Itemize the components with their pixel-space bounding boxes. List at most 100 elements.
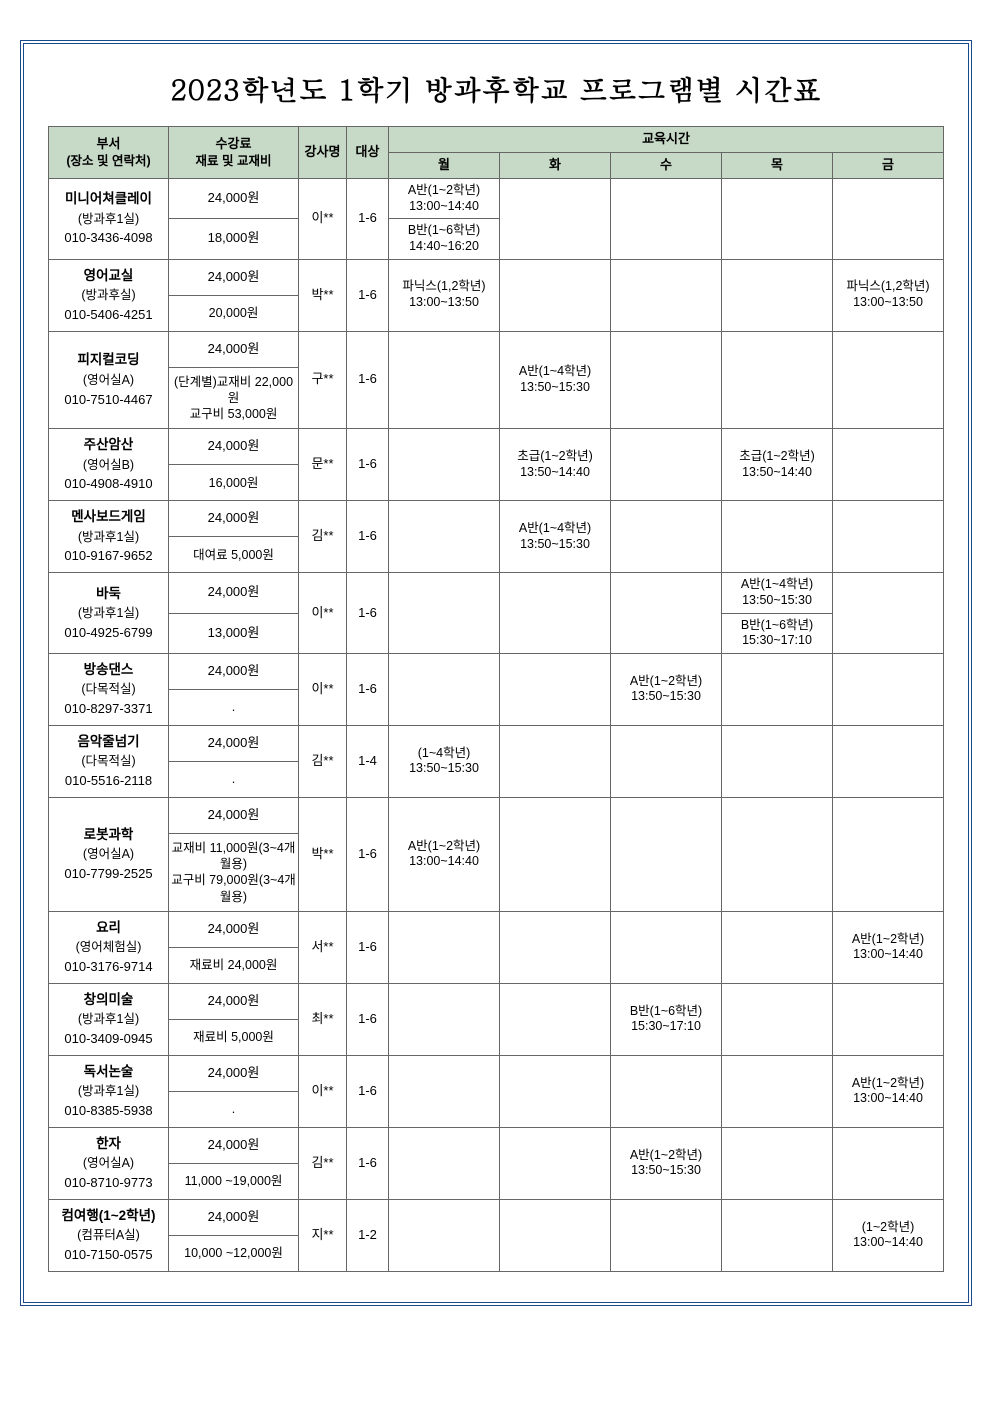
instructor-cell: 김**	[299, 725, 347, 797]
wed-cell	[611, 429, 722, 501]
thu-cell	[722, 725, 833, 797]
fee-top: 24,000원	[169, 797, 299, 833]
fee-top: 24,000원	[169, 429, 299, 465]
fee-bot: 20,000원	[169, 295, 299, 331]
fee-bot: 13,000원	[169, 613, 299, 653]
wed-cell: A반(1~2학년)13:50~15:30	[611, 653, 722, 725]
th-tue: 화	[500, 153, 611, 179]
fri-cell	[833, 653, 944, 725]
fee-top: 24,000원	[169, 725, 299, 761]
tue-cell	[500, 653, 611, 725]
th-mon: 월	[389, 153, 500, 179]
th-target: 대상	[347, 127, 389, 179]
fee-bot: .	[169, 761, 299, 797]
thu-cell	[722, 1199, 833, 1271]
fee-top: 24,000원	[169, 501, 299, 537]
instructor-cell: 문**	[299, 429, 347, 501]
thu-cell	[722, 983, 833, 1055]
tue-cell	[500, 1127, 611, 1199]
mon-cell	[389, 573, 500, 654]
tue-cell	[500, 1199, 611, 1271]
fee-bot: 10,000 ~12,000원	[169, 1235, 299, 1271]
page-title: 2023학년도 1학기 방과후학교 프로그램별 시간표	[48, 68, 944, 108]
target-cell: 1-6	[347, 331, 389, 429]
fee-bot: (단계별)교재비 22,000원교구비 53,000원	[169, 367, 299, 429]
fri-cell	[833, 429, 944, 501]
thu-cell	[722, 259, 833, 331]
wed-cell	[611, 1055, 722, 1127]
fee-bot: .	[169, 689, 299, 725]
mon-cell-2: B반(1~6학년)14:40~16:20	[389, 219, 500, 259]
fri-cell	[833, 331, 944, 429]
fee-bot: 교재비 11,000원(3~4개월용)교구비 79,000원(3~4개월용)	[169, 833, 299, 911]
tue-cell	[500, 797, 611, 911]
wed-cell	[611, 331, 722, 429]
mon-cell	[389, 429, 500, 501]
mon-cell	[389, 331, 500, 429]
th-wed: 수	[611, 153, 722, 179]
fee-top: 24,000원	[169, 1199, 299, 1235]
mon-cell	[389, 983, 500, 1055]
thu-cell	[722, 797, 833, 911]
target-cell: 1-6	[347, 259, 389, 331]
dept-cell: 영어교실(방과후실)010-5406-4251	[49, 259, 169, 331]
th-dept: 부서 (장소 및 연락처)	[49, 127, 169, 179]
fri-cell	[833, 1127, 944, 1199]
fri-cell	[833, 983, 944, 1055]
mon-cell	[389, 1127, 500, 1199]
wed-cell: A반(1~2학년)13:50~15:30	[611, 1127, 722, 1199]
target-cell: 1-6	[347, 501, 389, 573]
tue-cell	[500, 259, 611, 331]
fri-cell	[833, 725, 944, 797]
wed-cell	[611, 259, 722, 331]
tue-cell	[500, 179, 611, 260]
target-cell: 1-6	[347, 429, 389, 501]
thu-cell	[722, 179, 833, 260]
thu-cell	[722, 653, 833, 725]
wed-cell	[611, 1199, 722, 1271]
fee-bot: 11,000 ~19,000원	[169, 1163, 299, 1199]
fee-bot: 16,000원	[169, 465, 299, 501]
schedule-table: 부서 (장소 및 연락처) 수강료 재료 및 교재비 강사명 대상 교육시간 월…	[48, 126, 944, 1272]
target-cell: 1-6	[347, 983, 389, 1055]
instructor-cell: 이**	[299, 653, 347, 725]
dept-cell: 멘사보드게임(방과후1실)010-9167-9652	[49, 501, 169, 573]
dept-cell: 독서논술(방과후1실)010-8385-5938	[49, 1055, 169, 1127]
dept-cell: 한자(영어실A)010-8710-9773	[49, 1127, 169, 1199]
thu-cell-1: A반(1~4학년)13:50~15:30	[722, 573, 833, 613]
fee-top: 24,000원	[169, 911, 299, 947]
mon-cell	[389, 1055, 500, 1127]
tue-cell: A반(1~4학년)13:50~15:30	[500, 501, 611, 573]
schedule-tbody: 미니어쳐클레이(방과후1실)010-3436-409824,000원이**1-6…	[49, 179, 944, 1272]
thu-cell-2: B반(1~6학년)15:30~17:10	[722, 613, 833, 653]
dept-cell: 창의미술(방과후1실)010-3409-0945	[49, 983, 169, 1055]
fee-top: 24,000원	[169, 983, 299, 1019]
thu-cell: 초급(1~2학년)13:50~14:40	[722, 429, 833, 501]
tue-cell	[500, 983, 611, 1055]
instructor-cell: 서**	[299, 911, 347, 983]
target-cell: 1-6	[347, 911, 389, 983]
mon-cell: 파닉스(1,2학년)13:00~13:50	[389, 259, 500, 331]
dept-cell: 컴여행(1~2학년)(컴퓨터A실)010-7150-0575	[49, 1199, 169, 1271]
mon-cell: (1~4학년)13:50~15:30	[389, 725, 500, 797]
fee-bot: 대여료 5,000원	[169, 537, 299, 573]
target-cell: 1-6	[347, 653, 389, 725]
wed-cell	[611, 179, 722, 260]
wed-cell	[611, 797, 722, 911]
target-cell: 1-6	[347, 179, 389, 260]
thu-cell	[722, 1055, 833, 1127]
th-instructor: 강사명	[299, 127, 347, 179]
fee-top: 24,000원	[169, 653, 299, 689]
dept-cell: 로봇과학(영어실A)010-7799-2525	[49, 797, 169, 911]
tue-cell	[500, 911, 611, 983]
target-cell: 1-6	[347, 1127, 389, 1199]
target-cell: 1-4	[347, 725, 389, 797]
tue-cell	[500, 573, 611, 654]
tue-cell: A반(1~4학년)13:50~15:30	[500, 331, 611, 429]
dept-cell: 음악줄넘기(다목적실)010-5516-2118	[49, 725, 169, 797]
wed-cell	[611, 911, 722, 983]
instructor-cell: 김**	[299, 501, 347, 573]
fri-cell: A반(1~2학년)13:00~14:40	[833, 1055, 944, 1127]
mon-cell	[389, 653, 500, 725]
wed-cell	[611, 573, 722, 654]
